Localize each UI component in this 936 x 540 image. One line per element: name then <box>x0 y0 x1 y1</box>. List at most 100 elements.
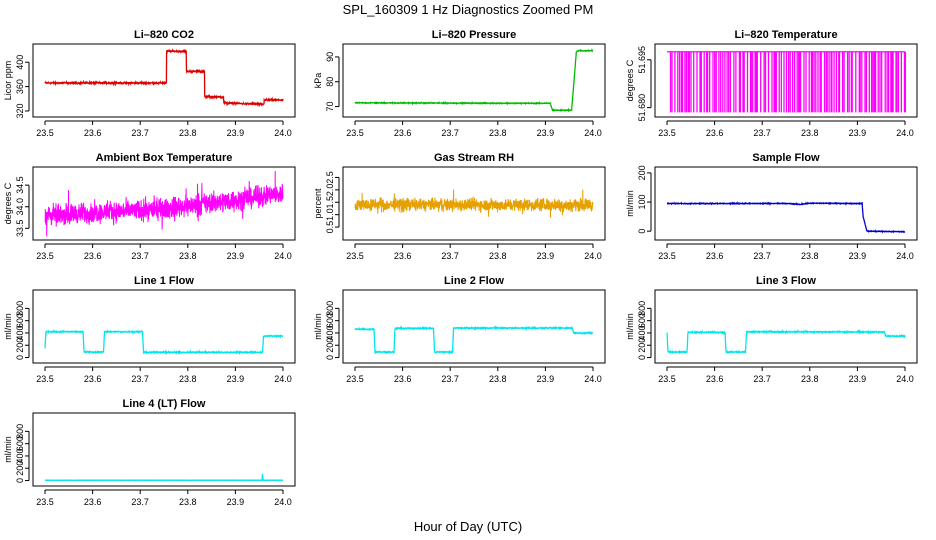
y-tick-label: 70 <box>325 102 335 112</box>
plot-frame <box>342 43 606 118</box>
data-area <box>44 473 283 482</box>
series-line <box>44 329 284 356</box>
y-tick-label: 100 <box>637 195 647 210</box>
plot-frame <box>654 289 918 364</box>
y-axis: 0 100 200 <box>637 165 652 234</box>
x-tick-label: 23.5 <box>36 497 54 507</box>
x-axis: 23.5 23.6 23.7 23.8 23.9 24.0 <box>36 243 292 261</box>
y-tick-label: 33.5 <box>15 220 25 238</box>
y-axis: 320 360 400 <box>15 55 30 118</box>
panel-title: Sample Flow <box>752 152 820 164</box>
y-tick-label: 51.695 <box>637 46 647 74</box>
x-tick-label: 23.7 <box>441 374 459 384</box>
x-tick-label: 23.7 <box>131 128 149 138</box>
y-tick-label: 80 <box>325 77 335 87</box>
x-axis: 23.5 23.6 23.7 23.8 23.9 24.0 <box>36 366 292 384</box>
x-tick-label: 23.9 <box>537 128 555 138</box>
data-area <box>354 189 594 218</box>
x-tick-label: 23.6 <box>706 128 724 138</box>
series-line <box>44 170 284 237</box>
y-axis-label: ml/min <box>3 436 13 463</box>
x-axis: 23.5 23.6 23.7 23.8 23.9 24.0 <box>36 120 292 138</box>
panel-1: Li–820 Pressure kPa 23.5 23.6 23.7 23.8 23.9 24… <box>313 29 606 138</box>
x-tick-label: 23.5 <box>346 374 364 384</box>
x-tick-label: 23.6 <box>394 128 412 138</box>
plot-frame <box>32 412 296 487</box>
series-line <box>667 51 907 113</box>
x-tick-label: 23.7 <box>753 374 771 384</box>
x-axis: 23.5 23.6 23.7 23.8 23.9 24.0 <box>36 489 292 507</box>
y-tick-label: 200 <box>15 338 25 353</box>
x-axis: 23.5 23.6 23.7 23.8 23.9 24.0 <box>658 120 914 138</box>
x-tick-label: 23.7 <box>753 128 771 138</box>
y-axis-label: ml/min <box>3 313 13 340</box>
x-tick-label: 23.5 <box>36 128 54 138</box>
series-line <box>44 48 284 108</box>
x-tick-label: 23.5 <box>36 251 54 261</box>
data-area <box>667 51 907 113</box>
data-area <box>44 329 284 356</box>
y-axis-label: ml/min <box>313 313 323 340</box>
y-tick-label: 400 <box>637 325 647 340</box>
y-tick-label: 800 <box>637 301 647 316</box>
y-tick-label: 320 <box>15 103 25 118</box>
y-tick-label: 0 <box>15 478 25 483</box>
plot-frame <box>32 166 296 241</box>
y-axis-label: degrees C <box>3 182 13 224</box>
x-tick-label: 23.8 <box>801 374 819 384</box>
x-tick-label: 23.5 <box>658 251 676 261</box>
x-tick-label: 23.9 <box>849 128 867 138</box>
figure-xlabel: Hour of Day (UTC) <box>414 519 522 534</box>
y-tick-label: 600 <box>15 313 25 328</box>
data-area <box>354 325 593 356</box>
x-tick-label: 23.6 <box>84 128 102 138</box>
x-axis: 23.5 23.6 23.7 23.8 23.9 24.0 <box>346 120 602 138</box>
plot-frame <box>342 166 606 241</box>
x-tick-label: 23.8 <box>489 128 507 138</box>
y-tick-label: 0 <box>637 229 647 234</box>
x-tick-label: 23.8 <box>179 374 197 384</box>
x-tick-label: 23.7 <box>441 128 459 138</box>
panel-title: Ambient Box Temperature <box>96 152 233 164</box>
plot-frame <box>342 289 606 364</box>
series-line <box>44 473 283 482</box>
panel-8: Line 3 Flow ml/min 23.5 23.6 23.7 23.8 23.9 24.… <box>625 275 918 384</box>
x-tick-label: 23.9 <box>227 374 245 384</box>
panel-6: Line 1 Flow ml/min 23.5 23.6 23.7 23.8 23.9 24.… <box>3 275 296 384</box>
y-tick-label: 51.680 <box>637 94 647 122</box>
y-tick-label: 0.5 <box>325 221 335 234</box>
y-tick-label: 400 <box>15 325 25 340</box>
x-tick-label: 24.0 <box>274 497 292 507</box>
plot-frame <box>32 289 296 364</box>
x-tick-label: 24.0 <box>896 251 914 261</box>
x-tick-label: 23.7 <box>131 251 149 261</box>
y-tick-label: 90 <box>325 52 335 62</box>
data-area <box>666 328 906 355</box>
y-tick-label: 400 <box>15 448 25 463</box>
y-tick-label: 0 <box>637 355 647 360</box>
x-tick-label: 23.9 <box>849 251 867 261</box>
y-tick-label: 600 <box>325 313 335 328</box>
series-line <box>666 328 906 355</box>
y-tick-label: 200 <box>637 338 647 353</box>
y-tick-label: 400 <box>15 55 25 70</box>
plot-frame <box>32 43 296 118</box>
y-tick-label: 1.5 <box>325 196 335 209</box>
y-axis-label: ml/min <box>625 313 635 340</box>
x-tick-label: 23.5 <box>36 374 54 384</box>
data-area <box>44 170 284 237</box>
x-tick-label: 23.7 <box>131 497 149 507</box>
x-tick-label: 23.5 <box>346 251 364 261</box>
y-axis: 70 80 90 <box>325 52 340 112</box>
panel-title: Gas Stream RH <box>434 152 514 164</box>
x-tick-label: 23.8 <box>801 128 819 138</box>
x-tick-label: 23.5 <box>346 128 364 138</box>
x-axis: 23.5 23.6 23.7 23.8 23.9 24.0 <box>346 366 602 384</box>
x-tick-label: 23.6 <box>394 251 412 261</box>
x-tick-label: 23.5 <box>658 374 676 384</box>
x-tick-label: 23.8 <box>179 128 197 138</box>
